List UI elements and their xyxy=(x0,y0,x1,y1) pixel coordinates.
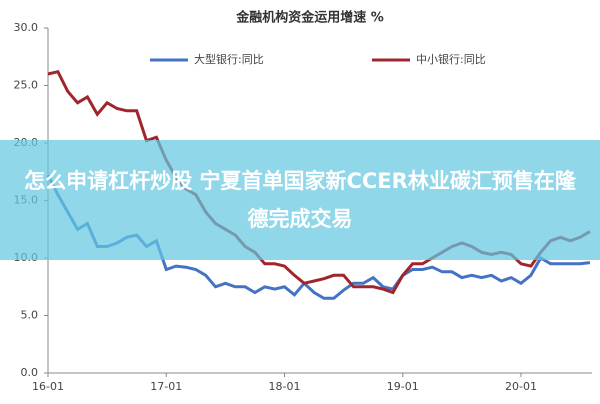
x-tick-label: 20-01 xyxy=(505,380,537,393)
y-tick-label: 5.0 xyxy=(21,309,39,322)
chart-title: 金融机构资金运用增速 % xyxy=(235,10,384,26)
headline-banner: 怎么申请杠杆炒股 宁夏首单国家新CCER林业碳汇预售在隆德完成交易 xyxy=(0,140,600,260)
y-tick-label: 30.0 xyxy=(14,21,39,34)
legend-label: 大型银行:同比 xyxy=(194,52,264,66)
legend-label: 中小银行:同比 xyxy=(416,52,486,66)
y-tick-label: 25.0 xyxy=(14,79,39,92)
x-tick-label: 17-01 xyxy=(150,380,182,393)
x-tick-label: 18-01 xyxy=(269,380,301,393)
x-tick-label: 19-01 xyxy=(387,380,419,393)
x-tick-label: 16-01 xyxy=(32,380,64,393)
y-tick-label: 0.0 xyxy=(21,366,39,379)
